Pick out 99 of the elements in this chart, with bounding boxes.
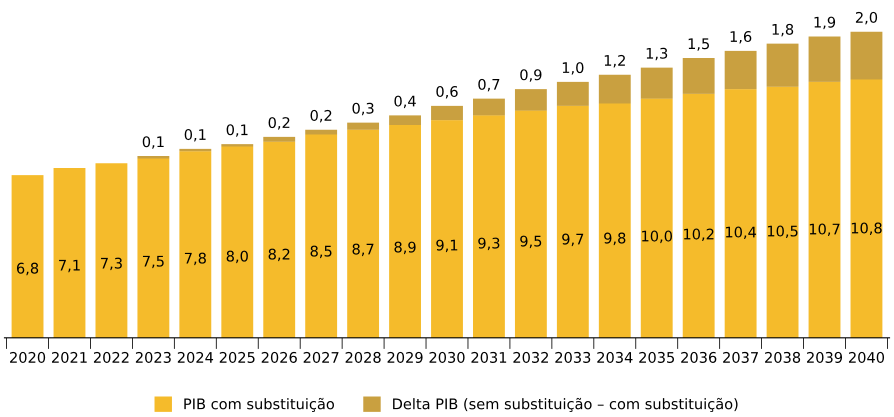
bar bbox=[724, 89, 757, 338]
data-label: 7,5 bbox=[142, 256, 164, 268]
bar bbox=[263, 142, 296, 338]
bar bbox=[347, 122, 380, 130]
bar bbox=[514, 110, 547, 338]
x-tick-label: 2021 bbox=[52, 352, 87, 363]
bar bbox=[682, 94, 715, 338]
bar bbox=[766, 44, 799, 87]
bar bbox=[598, 103, 631, 338]
bar bbox=[766, 86, 799, 338]
bar bbox=[808, 36, 840, 82]
data-label: 0,7 bbox=[478, 78, 500, 92]
bar bbox=[724, 50, 757, 90]
bar bbox=[556, 106, 589, 338]
bar bbox=[431, 120, 463, 338]
data-label: 2,0 bbox=[856, 12, 878, 24]
data-label: 9,8 bbox=[604, 232, 626, 246]
data-label: 1,3 bbox=[646, 48, 668, 60]
bar bbox=[221, 146, 254, 338]
bar bbox=[850, 80, 882, 338]
bar bbox=[682, 58, 715, 94]
legend-label: PIB com substituição bbox=[184, 398, 334, 412]
data-label: 8,0 bbox=[226, 250, 248, 264]
bar bbox=[305, 134, 338, 338]
data-label: 10,5 bbox=[768, 226, 798, 238]
data-label: 0,1 bbox=[142, 136, 164, 149]
x-tick-label: 2033 bbox=[555, 352, 590, 363]
data-label: 1,6 bbox=[730, 31, 752, 44]
data-label: 8,2 bbox=[268, 248, 290, 262]
data-label: 0,2 bbox=[268, 117, 290, 130]
bar bbox=[850, 32, 882, 80]
x-tick-label: 2025 bbox=[220, 352, 255, 363]
data-label: 9,3 bbox=[478, 238, 500, 250]
x-tick-label: 2035 bbox=[639, 352, 674, 363]
bar bbox=[640, 68, 673, 99]
x-tick-label: 2026 bbox=[262, 352, 297, 363]
bar bbox=[473, 115, 505, 338]
x-tick-label: 2024 bbox=[178, 352, 214, 363]
x-tick-label: 2027 bbox=[304, 352, 338, 363]
x-tick-label: 2040 bbox=[848, 352, 884, 363]
data-label: 8,7 bbox=[352, 244, 374, 256]
data-label: 1,9 bbox=[814, 16, 836, 30]
data-label: 10,7 bbox=[810, 224, 840, 236]
data-label: 7,3 bbox=[101, 258, 122, 270]
data-label: 0,6 bbox=[436, 86, 458, 99]
x-tick-label: 2032 bbox=[513, 352, 548, 363]
bar bbox=[95, 163, 128, 338]
bar bbox=[54, 168, 86, 338]
data-label: 1,0 bbox=[562, 62, 584, 75]
bar bbox=[556, 82, 589, 106]
x-tick-label: 2031 bbox=[471, 352, 506, 363]
x-tick-label: 2039 bbox=[807, 352, 842, 363]
data-label: 10,0 bbox=[642, 230, 672, 244]
bar bbox=[389, 124, 421, 338]
data-label: 10,4 bbox=[726, 226, 756, 240]
data-label: 0,9 bbox=[520, 69, 542, 82]
legend-label: Delta PIB (sem substituição – com substituição) bbox=[393, 398, 738, 412]
bar bbox=[12, 175, 44, 338]
data-label: 0,1 bbox=[226, 124, 248, 137]
data-label: 9,7 bbox=[562, 234, 584, 246]
x-tick-label: 2023 bbox=[136, 352, 171, 363]
bar bbox=[137, 158, 170, 338]
data-label: 0,2 bbox=[310, 110, 332, 122]
x-tick-label: 2022 bbox=[94, 352, 129, 363]
x-tick-label: 2020 bbox=[10, 352, 46, 363]
bar bbox=[347, 130, 380, 338]
bar bbox=[179, 151, 212, 338]
bar bbox=[305, 130, 338, 135]
data-label: 0,4 bbox=[394, 96, 416, 108]
data-label: 8,5 bbox=[310, 246, 332, 258]
data-label: 0,1 bbox=[184, 129, 206, 142]
bar bbox=[431, 106, 463, 120]
x-tick-label: 2038 bbox=[765, 352, 800, 363]
x-tick-label: 2030 bbox=[430, 352, 465, 363]
data-label: 10,2 bbox=[684, 228, 714, 242]
bar bbox=[598, 74, 631, 104]
data-label: 7,8 bbox=[184, 252, 206, 266]
bar bbox=[640, 98, 673, 338]
x-tick-label: 2029 bbox=[388, 352, 423, 363]
x-tick-label: 2037 bbox=[723, 352, 758, 363]
data-label: 8,9 bbox=[394, 242, 416, 254]
data-label: 1,5 bbox=[688, 38, 709, 51]
data-label: 10,8 bbox=[852, 222, 882, 236]
data-label: 9,1 bbox=[436, 240, 458, 252]
bar bbox=[514, 89, 547, 111]
data-label: 9,5 bbox=[520, 236, 542, 248]
bar bbox=[473, 98, 505, 116]
bar bbox=[808, 82, 840, 338]
data-label: 0,3 bbox=[352, 102, 374, 116]
bar bbox=[179, 148, 212, 152]
bar bbox=[263, 136, 296, 142]
x-tick-label: 2028 bbox=[346, 352, 381, 363]
bar bbox=[389, 115, 421, 125]
data-label: 7,1 bbox=[59, 260, 80, 272]
x-tick-label: 2036 bbox=[681, 352, 716, 363]
data-label: 1,8 bbox=[772, 24, 794, 36]
data-label: 1,2 bbox=[604, 54, 625, 68]
data-label: 6,8 bbox=[16, 262, 38, 276]
x-tick-label: 2034 bbox=[597, 352, 633, 363]
